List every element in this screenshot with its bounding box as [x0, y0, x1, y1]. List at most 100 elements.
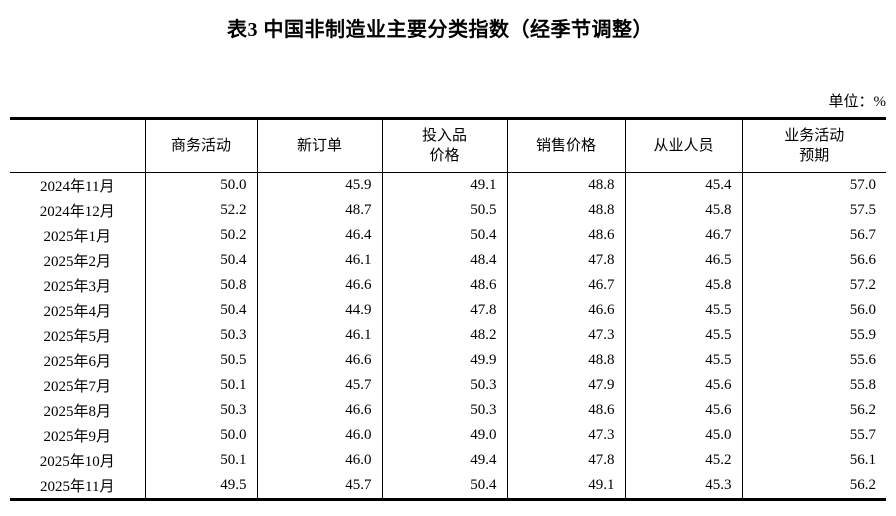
header-cell-activity-expectation: 业务活动 预期 [741, 118, 886, 173]
value-cell: 50.3 [381, 398, 507, 423]
value-cell: 45.4 [624, 172, 742, 198]
period-cell: 2025年9月 [43, 429, 111, 445]
value-cell: 46.4 [256, 223, 382, 248]
value-cell: 50.0 [144, 423, 257, 448]
period-cell: 2025年8月 [43, 404, 111, 420]
period-cell: 2025年4月 [43, 304, 111, 320]
value-cell: 48.6 [381, 273, 507, 298]
header-cell-period [10, 118, 145, 173]
value-cell: 57.0 [741, 172, 886, 198]
value-cell: 50.3 [144, 323, 257, 348]
value-cell: 46.6 [256, 398, 382, 423]
value-cell: 48.8 [506, 348, 625, 373]
value-cell: 50.8 [144, 273, 257, 298]
value-cell: 46.6 [256, 348, 382, 373]
header-row: 商务活动 新订单 投入品 价格 销售价格 从业人员 业务活动 预期 [10, 118, 886, 173]
value-cell: 45.7 [256, 373, 382, 398]
period-cell: 2025年7月 [43, 379, 111, 395]
table-row: 2025年11月 49.5 45.7 50.4 49.1 45.3 56.2 [10, 473, 886, 500]
value-cell: 45.0 [624, 423, 742, 448]
value-cell: 46.1 [256, 323, 382, 348]
value-cell: 47.8 [381, 298, 507, 323]
header-cell-input-prices: 投入品 价格 [381, 118, 507, 173]
value-cell: 45.9 [256, 172, 382, 198]
value-cell: 47.8 [506, 248, 625, 273]
value-cell: 44.9 [256, 298, 382, 323]
value-cell: 45.5 [624, 323, 742, 348]
value-cell: 57.5 [741, 198, 886, 223]
table-row: 2025年9月 50.0 46.0 49.0 47.3 45.0 55.7 [10, 423, 886, 448]
value-cell: 55.6 [741, 348, 886, 373]
table-title: 表3 中国非制造业主要分类指数（经季节调整） [227, 19, 653, 41]
table-row: 2025年1月 50.2 46.4 50.4 48.6 46.7 56.7 [10, 223, 886, 248]
value-cell: 46.0 [256, 423, 382, 448]
value-cell: 47.8 [506, 448, 625, 473]
value-cell: 50.2 [144, 223, 257, 248]
value-cell: 49.1 [381, 172, 507, 198]
period-cell: 2025年11月 [40, 479, 115, 495]
value-cell: 56.1 [741, 448, 886, 473]
value-cell: 50.4 [381, 473, 507, 500]
value-cell: 56.0 [741, 298, 886, 323]
table-row: 2025年7月 50.1 45.7 50.3 47.9 45.6 55.8 [10, 373, 886, 398]
value-cell: 48.4 [381, 248, 507, 273]
value-cell: 48.2 [381, 323, 507, 348]
value-cell: 45.7 [256, 473, 382, 500]
table-row: 2024年12月 52.2 48.7 50.5 48.8 45.8 57.5 [10, 198, 886, 223]
unit-label: 单位：% [828, 94, 887, 110]
header-cell-selling-prices: 销售价格 [506, 118, 625, 173]
value-cell: 50.4 [381, 223, 507, 248]
value-cell: 50.5 [381, 198, 507, 223]
value-cell: 45.5 [624, 348, 742, 373]
value-cell: 50.4 [144, 298, 257, 323]
table-row: 2025年4月 50.4 44.9 47.8 46.6 45.5 56.0 [10, 298, 886, 323]
value-cell: 50.5 [144, 348, 257, 373]
value-cell: 47.9 [506, 373, 625, 398]
value-cell: 45.5 [624, 298, 742, 323]
value-cell: 45.6 [624, 373, 742, 398]
table-row: 2025年2月 50.4 46.1 48.4 47.8 46.5 56.6 [10, 248, 886, 273]
value-cell: 56.6 [741, 248, 886, 273]
value-cell: 46.6 [256, 273, 382, 298]
value-cell: 48.8 [506, 172, 625, 198]
indices-table: 商务活动 新订单 投入品 价格 销售价格 从业人员 业务活动 预期 2024年1… [10, 117, 886, 501]
value-cell: 50.1 [144, 448, 257, 473]
value-cell: 48.6 [506, 398, 625, 423]
value-cell: 50.3 [381, 373, 507, 398]
value-cell: 55.8 [741, 373, 886, 398]
value-cell: 50.3 [144, 398, 257, 423]
value-cell: 45.6 [624, 398, 742, 423]
value-cell: 48.7 [256, 198, 382, 223]
value-cell: 56.2 [741, 473, 886, 500]
value-cell: 49.9 [381, 348, 507, 373]
value-cell: 52.2 [144, 198, 257, 223]
value-cell: 46.7 [624, 223, 742, 248]
period-cell: 2025年10月 [39, 454, 115, 470]
value-cell: 47.3 [506, 423, 625, 448]
table-row: 2025年8月 50.3 46.6 50.3 48.6 45.6 56.2 [10, 398, 886, 423]
value-cell: 50.4 [144, 248, 257, 273]
table-body: 2024年11月 50.0 45.9 49.1 48.8 45.4 57.0 2024年12月… [10, 172, 886, 500]
value-cell: 56.2 [741, 398, 886, 423]
value-cell: 50.0 [144, 172, 257, 198]
period-cell: 2025年5月 [43, 329, 111, 345]
period-cell: 2024年11月 [40, 179, 115, 195]
header-cell-employment: 从业人员 [624, 118, 742, 173]
value-cell: 46.1 [256, 248, 382, 273]
value-cell: 49.5 [144, 473, 257, 500]
period-cell: 2025年2月 [43, 254, 111, 270]
value-cell: 49.1 [506, 473, 625, 500]
value-cell: 56.7 [741, 223, 886, 248]
header-cell-business-activity: 商务活动 [144, 118, 257, 173]
value-cell: 45.3 [624, 473, 742, 500]
table-row: 2024年11月 50.0 45.9 49.1 48.8 45.4 57.0 [10, 172, 886, 198]
value-cell: 46.7 [506, 273, 625, 298]
value-cell: 48.8 [506, 198, 625, 223]
value-cell: 50.1 [144, 373, 257, 398]
table-row: 2025年10月 50.1 46.0 49.4 47.8 45.2 56.1 [10, 448, 886, 473]
period-cell: 2025年1月 [43, 229, 111, 245]
header-cell-new-orders: 新订单 [256, 118, 382, 173]
value-cell: 46.5 [624, 248, 742, 273]
value-cell: 57.2 [741, 273, 886, 298]
